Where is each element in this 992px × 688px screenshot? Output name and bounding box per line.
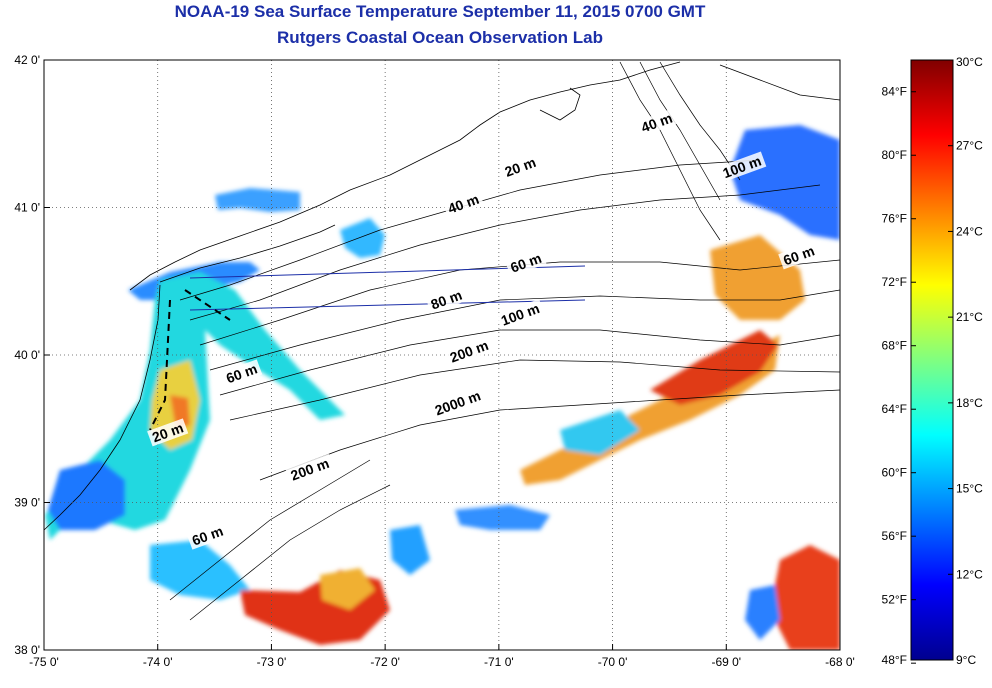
- y-tick-label: 39 0': [14, 496, 40, 510]
- colorbar-fahrenheit-label: 80°F: [882, 148, 907, 162]
- contour-label-bg: [505, 248, 547, 277]
- sst-patch-se-warm: [770, 545, 840, 650]
- y-tick-label: 42 0': [14, 53, 40, 67]
- colorbar-fahrenheit-label: 72°F: [882, 275, 907, 289]
- y-tick-label: 38 0': [14, 643, 40, 657]
- dashed-transect: [149, 289, 231, 431]
- x-tick-label: -68 0': [825, 655, 855, 669]
- sst-patch-south-blue: [390, 525, 430, 575]
- contour-200m: [229, 359, 840, 421]
- sst-patch-block-island: [340, 218, 385, 258]
- map-subtitle: Rutgers Coastal Ocean Observation Lab: [277, 28, 603, 47]
- contour-label-bg: [442, 189, 484, 218]
- transect-south: [189, 299, 586, 311]
- contour-label-bg: [285, 453, 335, 485]
- colorbar-celsius-label: 30°C: [956, 55, 983, 69]
- graticule: [44, 60, 840, 650]
- contour-deep-sw2: [189, 484, 391, 621]
- x-tick-label: -72 0': [370, 655, 400, 669]
- colorbar-celsius-label: 18°C: [956, 396, 983, 410]
- dashed-transect-b: [184, 289, 231, 321]
- colorbar: [910, 59, 954, 661]
- sst-patch-ne-shelf: [215, 188, 300, 212]
- contour-label-bg: [495, 298, 545, 330]
- y-tick-label: 41 0': [14, 201, 40, 215]
- colorbar-labels: 30°C 27°C 24°C 21°C 18°C 15°C 12°C 9°C 84°F 80°F 7…: [882, 55, 984, 667]
- x-tick-label: -74 0': [143, 655, 173, 669]
- coastline-maine: [719, 64, 840, 101]
- dashed-transect-a: [149, 299, 171, 431]
- contour-100m: [219, 329, 840, 396]
- contour-label-bg: [444, 335, 494, 367]
- contour-label-bg: [186, 521, 229, 550]
- colorbar-celsius-label: 21°C: [956, 310, 983, 324]
- contour-2000m: [259, 389, 840, 481]
- colorbar-celsius-label: 9°C: [956, 653, 976, 667]
- colorbar-fahrenheit-label: 60°F: [882, 466, 907, 480]
- contour-gom-2: [639, 61, 721, 201]
- sst-patch-se-blue: [745, 585, 780, 640]
- y-tick-label: 40 0': [14, 348, 40, 362]
- coastline-cape-cod: [539, 87, 581, 121]
- colorbar-celsius-label: 27°C: [956, 139, 983, 153]
- coastline-new-england: [129, 61, 681, 291]
- colorbar-fahrenheit-label: 84°F: [882, 85, 907, 99]
- x-tick-label: -71 0': [484, 655, 514, 669]
- sst-patch-delmarva: [48, 460, 125, 530]
- contour-deep-sw: [169, 459, 371, 601]
- colorbar-fahrenheit-label: 68°F: [882, 339, 907, 353]
- coastline-layer: [44, 61, 840, 531]
- contour-label-bg: [221, 359, 263, 388]
- sst-data-layer: [45, 125, 840, 650]
- contour-gom-1: [619, 61, 721, 241]
- colorbar-fahrenheit-label: 56°F: [882, 529, 907, 543]
- x-tick-label: -69 0': [711, 655, 741, 669]
- contour-label-bg: [636, 108, 678, 137]
- contour-label-bg: [499, 152, 541, 181]
- contour-label-bg: [425, 285, 467, 314]
- colorbar-celsius-label: 24°C: [956, 224, 983, 238]
- map-title: NOAA-19 Sea Surface Temperature Septembe…: [174, 2, 706, 21]
- colorbar-fahrenheit-label: 52°F: [882, 593, 907, 607]
- contour-label-bg: [429, 386, 486, 420]
- coastline-nj: [44, 284, 161, 531]
- sst-patch-offshore-red: [650, 330, 778, 405]
- sst-patch-mid-blue: [455, 505, 550, 530]
- contour-80m: [209, 289, 840, 371]
- contour-label-bg: [717, 151, 767, 183]
- colorbar-celsius-label: 12°C: [956, 567, 983, 581]
- axis-layer: -75 0' -74 0' -73 0' -72 0' -71 0' -70 0' -69 …: [14, 53, 854, 669]
- sst-patch-offshore-cyan: [560, 410, 640, 455]
- x-tick-label: -73 0': [257, 655, 287, 669]
- contour-label-bg: [147, 418, 189, 447]
- colorbar-fahrenheit-label: 48°F: [882, 653, 907, 667]
- sst-patch-south-yellow: [320, 568, 375, 610]
- sst-patch-south-west: [150, 540, 250, 600]
- x-tick-label: -75 0': [29, 655, 59, 669]
- coastline-long-island: [159, 224, 336, 283]
- contour-40m: [189, 184, 821, 321]
- colorbar-celsius-label: 15°C: [956, 482, 983, 496]
- contour-label-bg: [778, 241, 820, 270]
- x-tick-label: -70 0': [598, 655, 628, 669]
- colorbar-fahrenheit-label: 64°F: [882, 402, 907, 416]
- colorbar-fahrenheit-label: 76°F: [882, 212, 907, 226]
